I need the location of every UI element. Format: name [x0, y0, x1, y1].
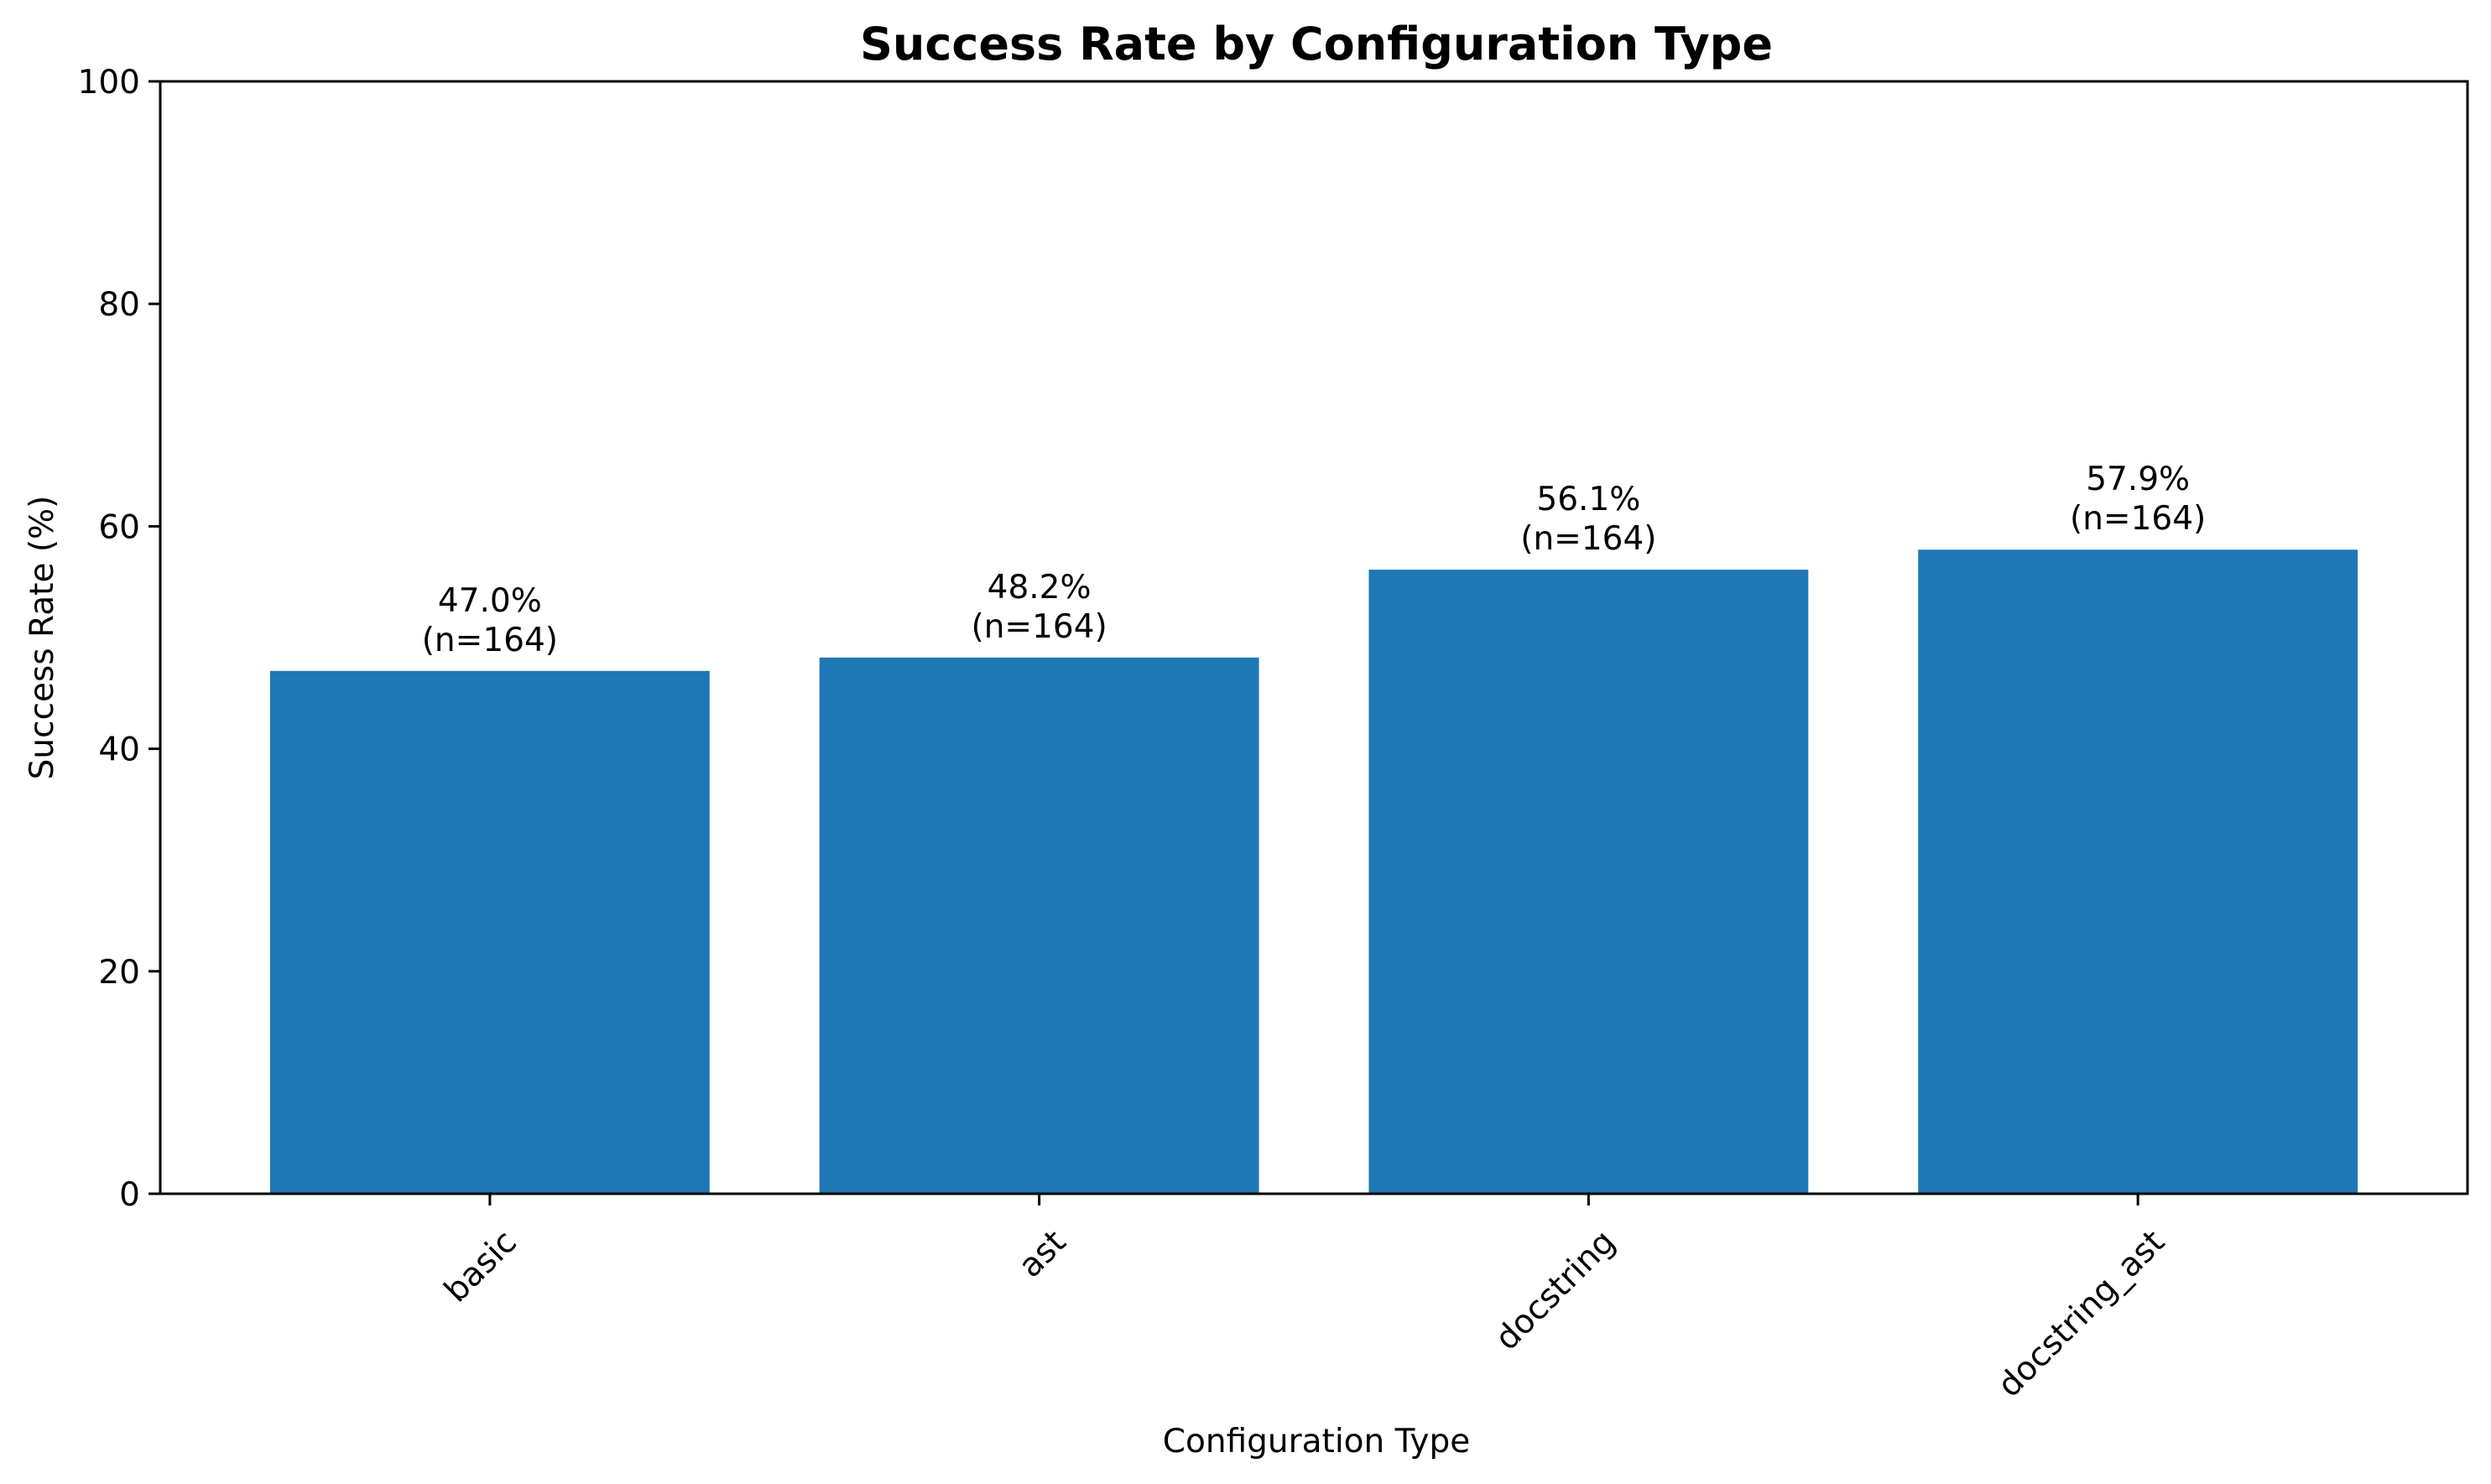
y-tick-label: 60 [98, 508, 140, 546]
y-tick-label: 40 [98, 732, 140, 769]
y-axis-label: Success Rate (%) [23, 496, 61, 780]
data-label-count: (n=164) [422, 622, 558, 659]
data-label-count: (n=164) [971, 608, 1107, 646]
bar [269, 670, 710, 1194]
bar [1918, 549, 2358, 1194]
y-tick-label: 20 [98, 954, 140, 992]
y-tick-label: 0 [119, 1176, 140, 1214]
data-label-value: 48.2% [988, 569, 1092, 607]
y-tick-label: 80 [98, 286, 140, 324]
data-label-value: 47.0% [438, 582, 542, 620]
data-label-count: (n=164) [1520, 520, 1656, 558]
axes-frame [159, 80, 2469, 1195]
data-label-value: 56.1% [1536, 481, 1640, 518]
y-tick-label: 100 [78, 64, 140, 102]
x-axis-label: Configuration Type [1163, 1423, 1470, 1461]
data-label-count: (n=164) [2070, 500, 2206, 538]
chart-title: Success Rate by Configuration Type [860, 18, 1773, 70]
plot-area: 02040608010047.0%(n=164)basic48.2%(n=164… [78, 64, 2358, 1404]
bar [1368, 570, 1809, 1194]
bar [819, 657, 1259, 1194]
data-label-value: 57.9% [2086, 461, 2190, 498]
